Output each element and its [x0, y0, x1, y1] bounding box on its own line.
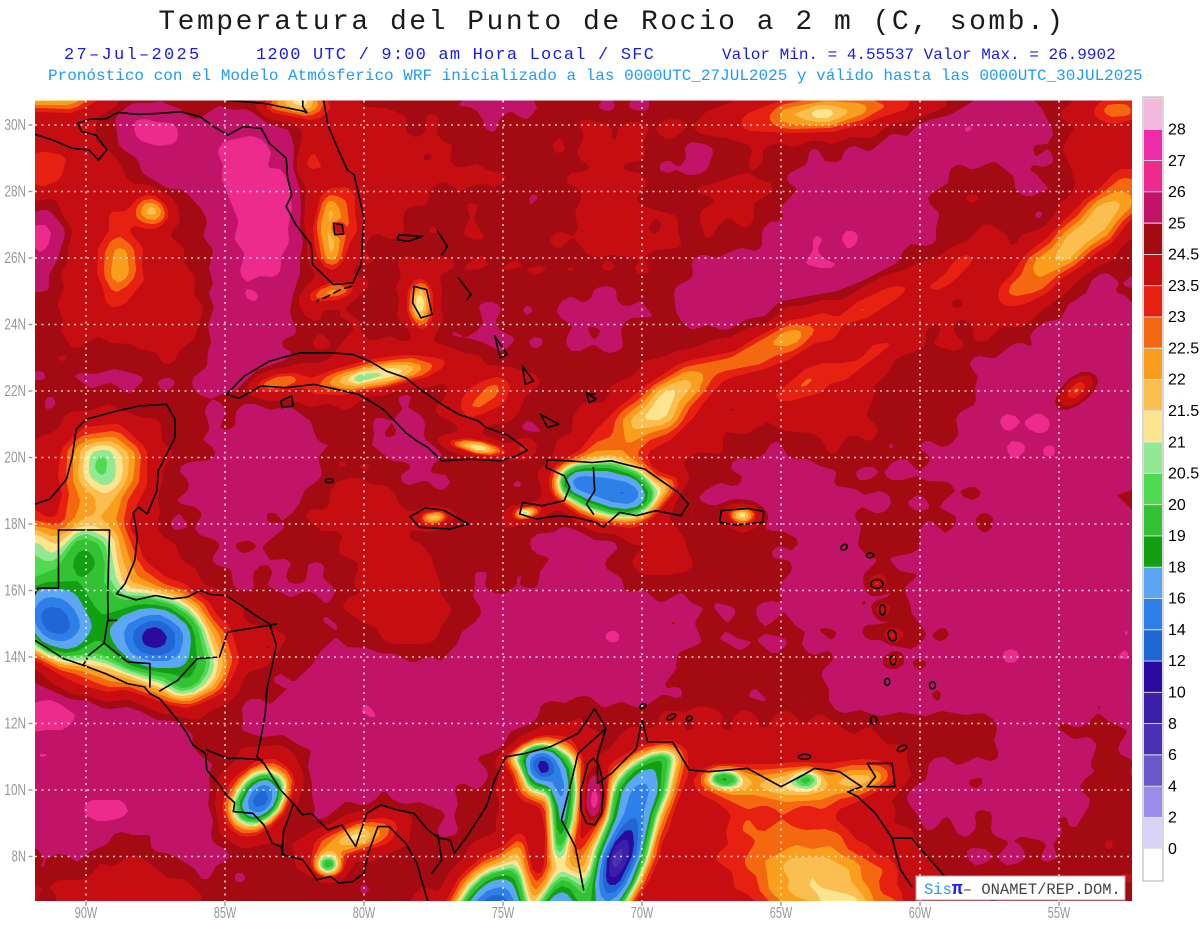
svg-text:85W: 85W — [214, 905, 237, 922]
svg-text:75W: 75W — [492, 905, 515, 922]
svg-text:30N: 30N — [4, 117, 26, 134]
svg-text:90W: 90W — [75, 905, 98, 922]
svg-text:Sisπ– ONAMET/REP.DOM.: Sisπ– ONAMET/REP.DOM. — [924, 880, 1121, 900]
svg-text:80W: 80W — [353, 905, 376, 922]
svg-text:10N: 10N — [4, 782, 26, 799]
svg-text:1200 UTC / 9:00 am Hora Local: 1200 UTC / 9:00 am Hora Local / SFC — [256, 46, 655, 65]
svg-text:14: 14 — [1168, 622, 1186, 639]
svg-text:4: 4 — [1168, 778, 1177, 795]
svg-text:18N: 18N — [4, 516, 26, 533]
svg-text:24N: 24N — [4, 317, 26, 334]
svg-text:22: 22 — [1168, 372, 1186, 389]
svg-text:8: 8 — [1168, 716, 1177, 733]
svg-text:0: 0 — [1168, 841, 1177, 858]
svg-text:14N: 14N — [4, 649, 26, 666]
svg-text:20N: 20N — [4, 450, 26, 467]
svg-text:Valor Min. = 4.55537 Valor Ma: Valor Min. = 4.55537 Valor Max. = 26.990… — [722, 46, 1116, 64]
svg-text:20.5: 20.5 — [1168, 466, 1199, 483]
svg-text:70W: 70W — [631, 905, 654, 922]
svg-text:25: 25 — [1168, 215, 1186, 232]
svg-text:8N: 8N — [12, 849, 26, 866]
svg-text:6: 6 — [1168, 747, 1177, 764]
svg-text:16: 16 — [1168, 591, 1186, 608]
svg-text:21.5: 21.5 — [1168, 403, 1199, 420]
svg-text:26: 26 — [1168, 184, 1186, 201]
svg-text:22N: 22N — [4, 383, 26, 400]
svg-text:19: 19 — [1168, 528, 1186, 545]
svg-text:22.5: 22.5 — [1168, 340, 1199, 357]
svg-text:18: 18 — [1168, 559, 1186, 576]
svg-text:Pronóstico con el Modelo Atmós: Pronóstico con el Modelo Atmósferico WRF… — [48, 67, 1143, 85]
svg-text:21: 21 — [1168, 434, 1186, 451]
svg-text:26N: 26N — [4, 250, 26, 267]
svg-text:27: 27 — [1168, 153, 1186, 170]
svg-text:28: 28 — [1168, 122, 1186, 139]
svg-text:10: 10 — [1168, 685, 1186, 702]
svg-text:55W: 55W — [1048, 905, 1071, 922]
svg-text:23: 23 — [1168, 309, 1186, 326]
svg-text:Temperatura del Punto de Rocio: Temperatura del Punto de Rocio a 2 m (C,… — [158, 7, 1065, 38]
svg-text:27–Jul–2025: 27–Jul–2025 — [64, 46, 202, 65]
svg-text:24.5: 24.5 — [1168, 247, 1199, 264]
svg-text:20: 20 — [1168, 497, 1186, 514]
svg-text:12N: 12N — [4, 716, 26, 733]
svg-text:65W: 65W — [770, 905, 793, 922]
svg-text:2: 2 — [1168, 810, 1177, 827]
svg-text:16N: 16N — [4, 583, 26, 600]
svg-text:12: 12 — [1168, 653, 1186, 670]
svg-text:28N: 28N — [4, 184, 26, 201]
svg-text:23.5: 23.5 — [1168, 278, 1199, 295]
svg-text:60W: 60W — [909, 905, 932, 922]
